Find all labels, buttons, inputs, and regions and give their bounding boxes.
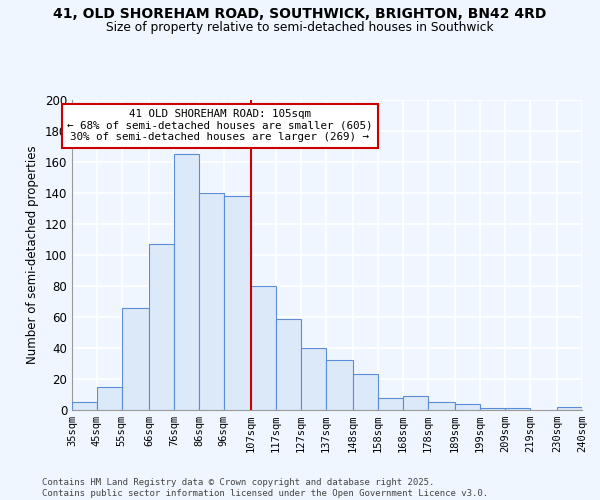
- Bar: [301, 348, 326, 410]
- Bar: [72, 402, 97, 410]
- Bar: [480, 408, 505, 410]
- Bar: [251, 286, 276, 410]
- Bar: [428, 402, 455, 410]
- Bar: [353, 374, 378, 410]
- Text: 41 OLD SHOREHAM ROAD: 105sqm  
← 68% of semi-detached houses are smaller (605)
3: 41 OLD SHOREHAM ROAD: 105sqm ← 68% of se…: [67, 110, 373, 142]
- Bar: [505, 408, 530, 410]
- Bar: [149, 244, 174, 410]
- Bar: [276, 318, 301, 410]
- Bar: [97, 387, 122, 410]
- Bar: [224, 196, 251, 410]
- Bar: [378, 398, 403, 410]
- Y-axis label: Number of semi-detached properties: Number of semi-detached properties: [26, 146, 39, 364]
- Bar: [326, 360, 353, 410]
- Text: 41, OLD SHOREHAM ROAD, SOUTHWICK, BRIGHTON, BN42 4RD: 41, OLD SHOREHAM ROAD, SOUTHWICK, BRIGHT…: [53, 8, 547, 22]
- Bar: [122, 308, 149, 410]
- Bar: [174, 154, 199, 410]
- Bar: [403, 396, 428, 410]
- Bar: [455, 404, 480, 410]
- Bar: [557, 407, 582, 410]
- Bar: [199, 193, 224, 410]
- Text: Size of property relative to semi-detached houses in Southwick: Size of property relative to semi-detach…: [106, 21, 494, 34]
- Text: Contains HM Land Registry data © Crown copyright and database right 2025.
Contai: Contains HM Land Registry data © Crown c…: [42, 478, 488, 498]
